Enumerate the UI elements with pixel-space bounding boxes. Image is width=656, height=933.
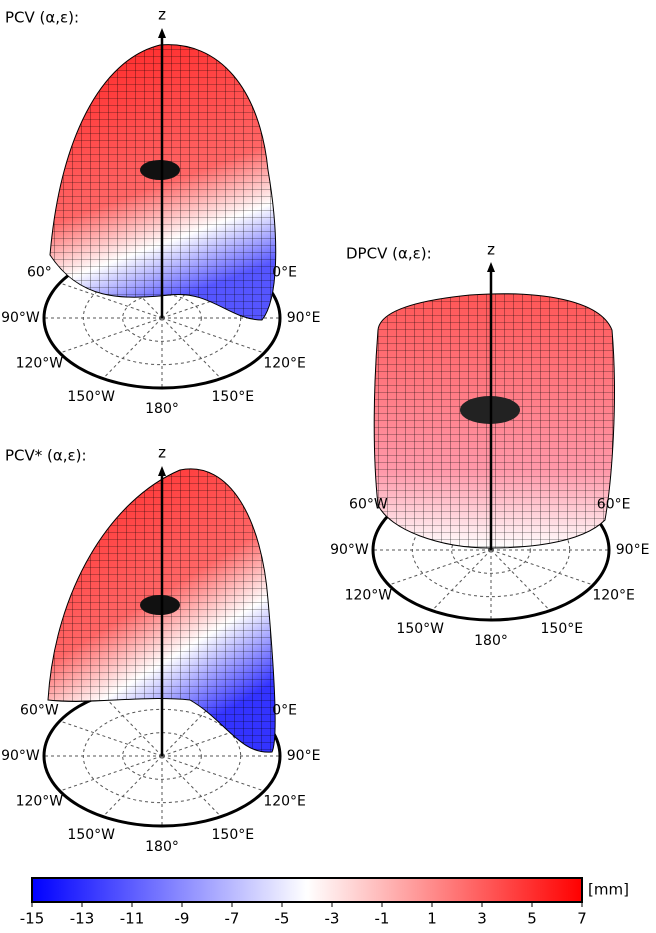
- azimuth-spoke: [388, 549, 492, 586]
- azimuth-label: 90°E: [287, 310, 321, 326]
- azimuth-spoke: [59, 720, 163, 757]
- azimuth-label: 120°E: [592, 588, 635, 604]
- colorbar-tick-label: -3: [325, 910, 340, 928]
- azimuth-label: 90°E: [287, 748, 321, 764]
- azimuth-label: 150°W: [396, 621, 444, 637]
- azimuth-spoke: [431, 549, 492, 611]
- z-arrow: [158, 28, 166, 38]
- range-ring: [122, 294, 202, 342]
- colorbar-tick-label: 3: [477, 910, 487, 928]
- azimuth-spoke: [59, 282, 163, 319]
- azimuth-label: 150°E: [212, 827, 255, 843]
- azimuth-label: 180°: [474, 633, 508, 649]
- azimuth-label: 0°E: [272, 703, 297, 719]
- polar-base: [42, 684, 282, 828]
- colorbar-tick-label: -11: [120, 910, 145, 928]
- azimuth-label: 180°: [145, 839, 179, 855]
- colorbar-tick-label: -13: [70, 910, 95, 928]
- surfaces: [47, 44, 615, 753]
- azimuth-spoke: [161, 755, 265, 792]
- z-axis-label: z: [487, 241, 495, 259]
- azimuth-spoke: [102, 695, 163, 757]
- range-ring: [122, 732, 202, 780]
- azimuth-spoke: [161, 755, 222, 817]
- azimuth-label: 150°W: [67, 389, 115, 405]
- azimuth-spoke: [59, 317, 163, 354]
- panel-title: PCV* (α,ε):: [5, 447, 87, 465]
- azimuth-label: 150°W: [67, 827, 115, 843]
- azimuth-label: 90°W: [1, 748, 40, 764]
- azimuth-spoke: [102, 755, 163, 817]
- azimuth-label: 60°W: [20, 703, 59, 719]
- colorbar-tick-label: -9: [175, 910, 190, 928]
- azimuth-label: 60°: [27, 265, 52, 281]
- z-axis-label: z: [158, 444, 166, 462]
- colorbar-unit: [mm]: [588, 881, 629, 899]
- colorbar-tick-label: 7: [577, 910, 587, 928]
- azimuth-label: 120°E: [263, 356, 306, 372]
- z-arrow: [487, 262, 495, 272]
- azimuth-spoke: [59, 755, 163, 792]
- z-arrow: [158, 466, 166, 476]
- range-ring: [451, 526, 531, 574]
- azimuth-spoke: [161, 695, 222, 757]
- azimuth-spoke: [102, 317, 163, 379]
- azimuth-label: 150°E: [541, 621, 584, 637]
- azimuth-spoke: [161, 317, 222, 379]
- colorbar-tick-label: 5: [527, 910, 537, 928]
- azimuth-label: 0°E: [272, 265, 297, 281]
- colorbar-tick-label: -15: [20, 910, 45, 928]
- azimuth-spoke: [490, 549, 551, 611]
- colorbar: [31, 877, 583, 903]
- pcv-star-center: [140, 595, 180, 615]
- panel-title: PCV (α,ε):: [5, 9, 79, 27]
- azimuth-label: 150°E: [212, 389, 255, 405]
- colorbar-tick-label: -5: [275, 910, 290, 928]
- colorbar-tick-label: 1: [427, 910, 437, 928]
- z-axis-label: z: [158, 6, 166, 24]
- azimuth-label: 90°W: [1, 310, 40, 326]
- colorbar-tick-label: -7: [225, 910, 240, 928]
- azimuth-label: 60°E: [597, 497, 631, 513]
- colorbar-tick-label: -1: [375, 910, 390, 928]
- azimuth-label: 120°E: [263, 794, 306, 810]
- azimuth-label: 120°W: [16, 794, 64, 810]
- azimuth-label: 90°W: [330, 542, 369, 558]
- azimuth-label: 180°: [145, 401, 179, 417]
- pcv-center: [140, 160, 180, 180]
- azimuth-spoke: [161, 317, 265, 354]
- azimuth-label: 60°W: [349, 497, 388, 513]
- panel-title: DPCV (α,ε):: [346, 245, 432, 263]
- azimuth-spoke: [490, 549, 594, 586]
- azimuth-label: 90°E: [616, 542, 650, 558]
- azimuth-label: 120°W: [345, 588, 393, 604]
- azimuth-label: 120°W: [16, 356, 64, 372]
